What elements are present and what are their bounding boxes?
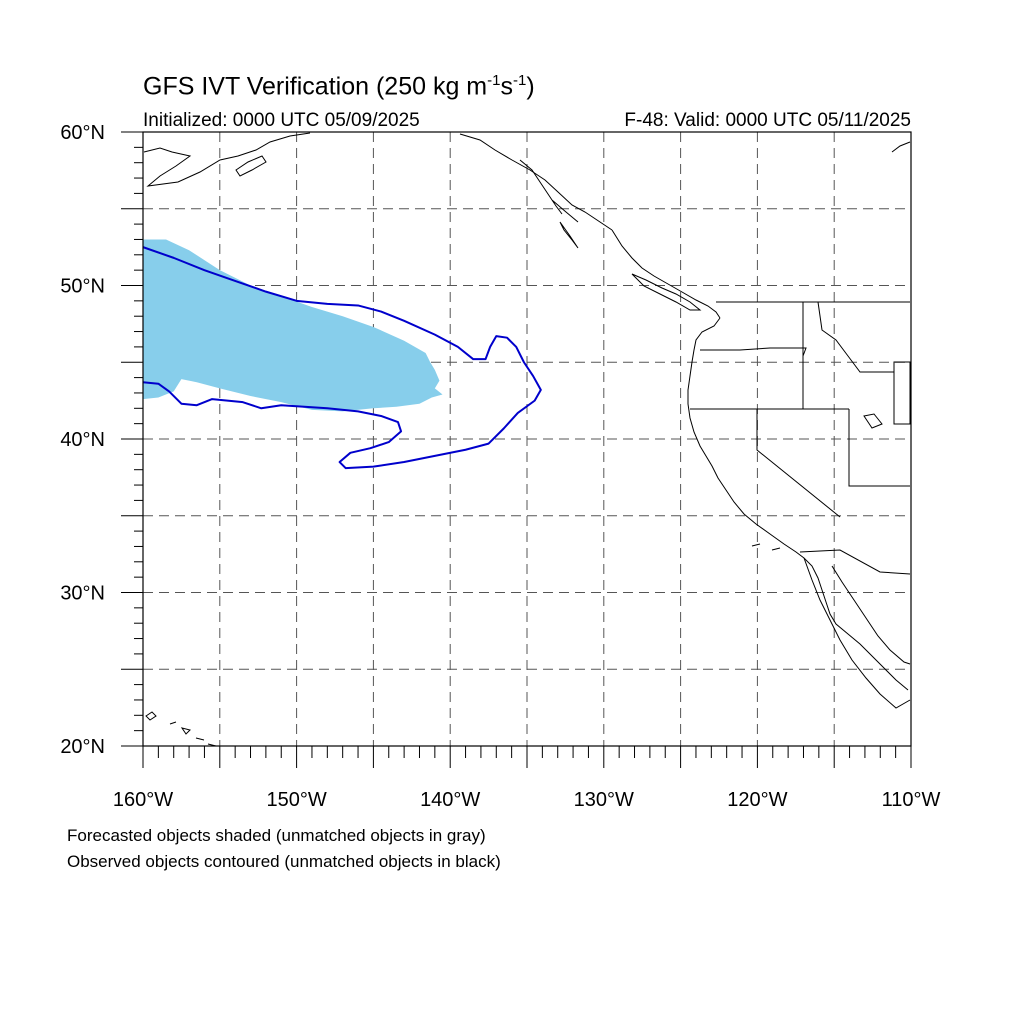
british-columbia-coast: [611, 229, 721, 319]
lon-tick-label: 160°W: [113, 789, 173, 811]
lat-tick-label: 30°N: [60, 583, 105, 605]
alaska-coastline: [143, 132, 311, 187]
vancouver-island: [631, 273, 702, 311]
lon-tick-label: 140°W: [420, 789, 480, 811]
baja-california: [803, 557, 911, 709]
observed-contour-note: Observed objects contoured (unmatched ob…: [67, 852, 501, 871]
forecast-objects: [143, 239, 443, 412]
lon-tick-label: 130°W: [574, 789, 634, 811]
lat-tick-label: 40°N: [60, 429, 105, 451]
valid-time-label: F-48: Valid: 0000 UTC 05/11/2025: [624, 110, 911, 131]
lon-tick-label: 110°W: [882, 789, 941, 811]
initialized-time-label: Initialized: 0000 UTC 05/09/2025: [143, 110, 420, 131]
lat-tick-label: 50°N: [60, 276, 105, 298]
forecast-ivt-object: [143, 239, 443, 412]
longitude-labels: 160°W 150°W 140°W 130°W 120°W 110°W: [113, 789, 941, 811]
nevada-border: [756, 409, 910, 518]
wyoming-border: [893, 361, 911, 425]
great-salt-lake: [863, 413, 883, 429]
forecast-shading-note: Forecasted objects shaded (unmatched obj…: [67, 826, 486, 845]
lon-tick-label: 120°W: [727, 789, 787, 811]
mexico-border: [799, 549, 911, 575]
southeast-alaska-coast: [459, 133, 613, 231]
lat-tick-label: 60°N: [60, 122, 105, 144]
kodiak-island: [235, 155, 267, 177]
latitude-labels: 20°N 30°N 40°N 50°N 60°N: [60, 122, 105, 758]
lat-tick-label: 20°N: [60, 736, 105, 758]
lon-tick-label: 150°W: [266, 789, 326, 811]
idaho-border: [802, 301, 894, 409]
observed-ivt-contour: [142, 246, 542, 470]
axis-ticks: [121, 131, 912, 768]
us-west-coastline: [687, 317, 909, 691]
gulf-of-california: [831, 565, 911, 665]
graticule-grid: [143, 132, 911, 746]
observed-objects: [142, 246, 542, 470]
figure-title: GFS IVT Verification (250 kg m-1s-1): [143, 72, 535, 101]
washington-oregon-border: [700, 347, 807, 357]
channel-islands: [751, 543, 781, 551]
hawaii-islands: [145, 711, 217, 747]
arctic-coast-top-right: [891, 141, 911, 153]
southeast-alaska-islands: [519, 159, 579, 249]
coastlines-and-borders: [143, 132, 911, 747]
